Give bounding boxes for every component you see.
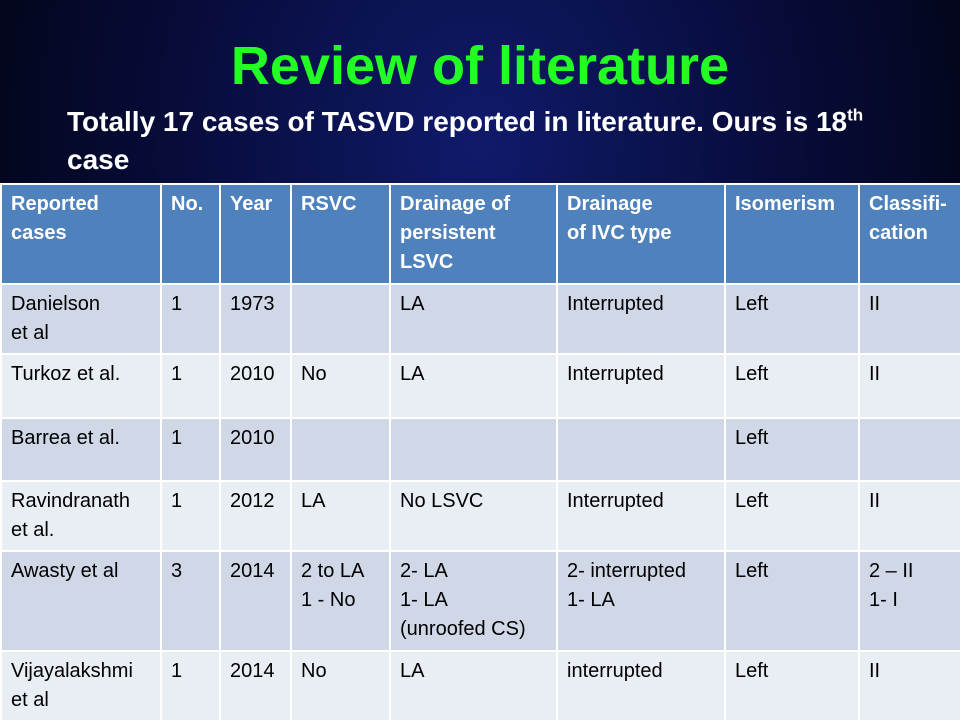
header-classification: Classifi- cation [858, 183, 960, 285]
cell-drainage-ivc: Interrupted [556, 480, 726, 552]
cell-year: 1973 [219, 283, 292, 355]
header-drainage-ivc: Drainage of IVC type [556, 183, 726, 285]
cell-drainage-ivc [556, 417, 726, 482]
table-row: Danielson et al 1 1973 LA Interrupted Le… [0, 283, 960, 355]
cell-isomerism: Left [724, 353, 860, 419]
cell-drainage-lsvc: No LSVC [389, 480, 558, 552]
cell-classification: 2 – II 1- I [858, 550, 960, 652]
cell-reported-cases: Ravindranath et al. [0, 480, 162, 552]
cell-drainage-ivc: Interrupted [556, 283, 726, 355]
subtitle-superscript: th [847, 105, 864, 125]
cell-year: 2014 [219, 650, 292, 722]
cell-rsvc: 2 to LA 1 - No [290, 550, 391, 652]
cell-no: 3 [160, 550, 221, 652]
cell-drainage-lsvc [389, 417, 558, 482]
cell-rsvc: LA [290, 480, 391, 552]
cell-isomerism: Left [724, 417, 860, 482]
subtitle-end: case [67, 144, 130, 175]
cell-rsvc: No [290, 353, 391, 419]
header-reported-cases: Reported cases [0, 183, 162, 285]
cell-classification: II [858, 283, 960, 355]
cell-drainage-lsvc: LA [389, 650, 558, 722]
cell-no: 1 [160, 480, 221, 552]
cell-drainage-lsvc: LA [389, 283, 558, 355]
cell-rsvc: No [290, 650, 391, 722]
cell-reported-cases: Barrea et al. [0, 417, 162, 482]
cell-drainage-ivc: interrupted [556, 650, 726, 722]
cell-classification [858, 417, 960, 482]
cell-year: 2010 [219, 353, 292, 419]
subtitle-text: Totally 17 cases of TASVD reported in li… [67, 106, 848, 137]
header-rsvc: RSVC [290, 183, 391, 285]
cell-isomerism: Left [724, 480, 860, 552]
cell-reported-cases: Vijayalakshmi et al [0, 650, 162, 722]
cell-drainage-ivc: Interrupted [556, 353, 726, 419]
literature-table: Reported cases No. Year RSVC Drainage of… [0, 183, 960, 722]
header-no: No. [160, 183, 221, 285]
cell-isomerism: Left [724, 650, 860, 722]
cell-no: 1 [160, 353, 221, 419]
cell-drainage-ivc: 2- interrupted 1- LA [556, 550, 726, 652]
table-row: Vijayalakshmi et al 1 2014 No LA interru… [0, 650, 960, 722]
table-row: Awasty et al 3 2014 2 to LA 1 - No 2- LA… [0, 550, 960, 652]
cell-no: 1 [160, 283, 221, 355]
cell-isomerism: Left [724, 550, 860, 652]
table-row: Turkoz et al. 1 2010 No LA Interrupted L… [0, 353, 960, 419]
header-drainage-lsvc: Drainage of persistent LSVC [389, 183, 558, 285]
cell-no: 1 [160, 417, 221, 482]
cell-classification: II [858, 650, 960, 722]
slide-subtitle: Totally 17 cases of TASVD reported in li… [67, 103, 927, 179]
cell-year: 2010 [219, 417, 292, 482]
cell-year: 2014 [219, 550, 292, 652]
slide-title: Review of literature [230, 36, 730, 96]
cell-classification: II [858, 353, 960, 419]
cell-rsvc [290, 417, 391, 482]
table-row: Ravindranath et al. 1 2012 LA No LSVC In… [0, 480, 960, 552]
cell-reported-cases: Turkoz et al. [0, 353, 162, 419]
cell-drainage-lsvc: 2- LA 1- LA (unroofed CS) [389, 550, 558, 652]
cell-isomerism: Left [724, 283, 860, 355]
cell-year: 2012 [219, 480, 292, 552]
cell-rsvc [290, 283, 391, 355]
table-header-row: Reported cases No. Year RSVC Drainage of… [0, 183, 960, 285]
header-isomerism: Isomerism [724, 183, 860, 285]
header-year: Year [219, 183, 292, 285]
cell-drainage-lsvc: LA [389, 353, 558, 419]
cell-reported-cases: Danielson et al [0, 283, 162, 355]
cell-classification: II [858, 480, 960, 552]
cell-reported-cases: Awasty et al [0, 550, 162, 652]
table-row: Barrea et al. 1 2010 Left [0, 417, 960, 482]
cell-no: 1 [160, 650, 221, 722]
